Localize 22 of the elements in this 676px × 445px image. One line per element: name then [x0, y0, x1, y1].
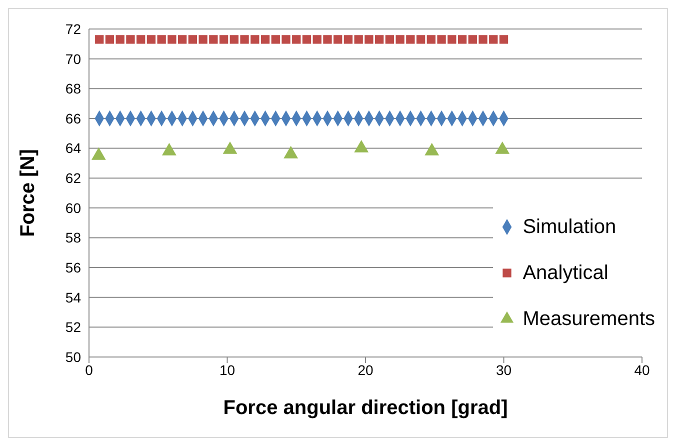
legend-label: Measurements: [522, 308, 655, 330]
y-tick-label: 64: [65, 140, 82, 156]
y-tick-label: 72: [65, 20, 82, 37]
x-tick-label: 40: [634, 362, 650, 378]
y-tick-label: 62: [65, 170, 82, 186]
x-tick-label: 30: [496, 362, 512, 378]
y-tick-label: 66: [65, 110, 82, 126]
legend-label: Simulation: [522, 216, 616, 238]
y-tick-label: 54: [65, 289, 82, 306]
y-tick-label: 50: [65, 348, 82, 365]
legend-label: Analytical: [522, 262, 608, 284]
x-tick-label: 10: [219, 362, 236, 378]
x-axis-title: Force angular direction [grad]: [223, 397, 508, 419]
y-tick-label: 68: [65, 80, 82, 97]
y-axis-title: Force [N]: [17, 149, 40, 237]
y-tick-label: 56: [65, 260, 82, 276]
y-tick-label: 52: [65, 319, 82, 336]
y-tick-label: 60: [65, 200, 82, 216]
y-tick-label: 70: [65, 50, 82, 67]
x-tick-label: 0: [85, 362, 94, 378]
y-tick-label: 58: [65, 230, 82, 246]
x-tick-label: 20: [358, 362, 374, 378]
